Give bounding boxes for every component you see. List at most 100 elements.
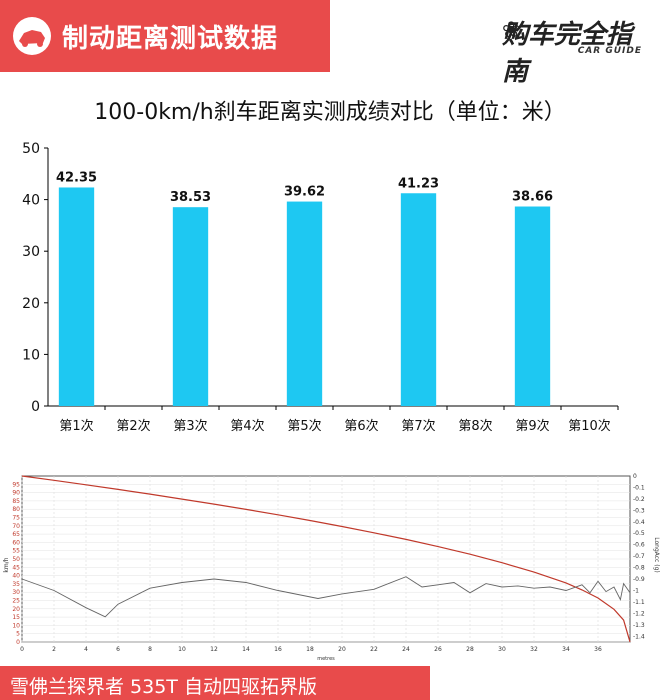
vehicle-name: 雪佛兰探界者 535T 自动四驱拓界版 xyxy=(10,676,317,698)
x-tick-label: 6 xyxy=(116,646,120,653)
y-left-tick-label: 55 xyxy=(12,548,20,555)
y-right-tick-label: -1.2 xyxy=(633,610,645,617)
x-tick-label: 0 xyxy=(20,646,24,653)
x-tick-label: 第10次 xyxy=(568,418,611,434)
y-left-tick-label: 65 xyxy=(12,531,20,538)
y-left-tick-label: 5 xyxy=(16,631,20,638)
y-right-tick-label: -0.5 xyxy=(633,530,645,537)
x-tick-label: 10 xyxy=(178,646,186,653)
y-left-tick-label: 15 xyxy=(12,614,20,621)
bar-chart: 0 10 20 30 40 50 第1次 42.35 第2次 第3次 38.53 第4次 第5次 39.6… xyxy=(0,130,660,450)
y-right-tick-label: -0.8 xyxy=(633,565,645,572)
y-left-tick-label: 85 xyxy=(12,498,20,505)
y-right-tick-label: 0 xyxy=(633,473,637,480)
header: 制动距离测试数据 ❀ 购车完全指南 CAR GUIDE xyxy=(0,0,660,87)
data-label: 39.62 xyxy=(284,185,325,200)
bar xyxy=(172,207,209,406)
y-left-tick-label: 70 xyxy=(12,523,20,530)
bar xyxy=(514,206,551,406)
x-tick-label: 4 xyxy=(84,646,88,653)
brand-name: 购车完全指南 xyxy=(502,20,633,87)
header-banner: 制动距离测试数据 xyxy=(0,0,330,72)
speed-line xyxy=(21,475,631,643)
x-tick-label: 22 xyxy=(370,646,378,653)
chart-title: 100-0km/h刹车距离实测成绩对比（单位：米） xyxy=(94,100,566,125)
car-crash-icon xyxy=(13,17,51,55)
x-tick-label: 24 xyxy=(402,646,410,653)
page-title: 制动距离测试数据 xyxy=(62,24,279,54)
bar xyxy=(286,201,323,406)
y-left-tick-label: 75 xyxy=(12,515,20,522)
footer: 雪佛兰探界者 535T 自动四驱拓界版 xyxy=(0,666,660,700)
x-tick-label: 26 xyxy=(434,646,442,653)
brand-subtitle: CAR GUIDE xyxy=(577,46,642,56)
y-left-tick-label: 40 xyxy=(12,573,20,580)
brand-logo: ❀ 购车完全指南 CAR GUIDE xyxy=(502,14,642,87)
y-left-tick-label: 60 xyxy=(12,539,20,546)
y-right-tick-label: -0.9 xyxy=(633,576,645,583)
y-left-tick-label: 90 xyxy=(12,490,20,497)
x-tick-label: 第9次 xyxy=(515,418,549,434)
y-left-tick-label: 45 xyxy=(12,564,20,571)
y-tick-label: 30 xyxy=(22,244,40,260)
y-right-tick-label: -1.1 xyxy=(633,599,645,606)
y-left-tick-label: 10 xyxy=(12,622,20,629)
acceleration-line xyxy=(21,576,631,618)
x-tick-label: 2 xyxy=(52,646,56,653)
y-right-axis-label: LongAcc (g) xyxy=(653,537,660,573)
data-label: 38.53 xyxy=(170,190,211,205)
data-label: 41.23 xyxy=(398,176,439,191)
x-axis-label: metres xyxy=(317,656,335,662)
x-tick-label: 14 xyxy=(242,646,250,653)
y-left-tick-label: 20 xyxy=(12,606,20,613)
performance-graph-svg: 0 2 4 6 8 10 12 14 16 18 20 22 24 26 28 30 32 34 360510152… xyxy=(3,473,660,662)
x-tick-label: 8 xyxy=(148,646,152,653)
y-tick-label: 50 xyxy=(22,141,40,157)
y-tick-label: 40 xyxy=(22,193,40,209)
y-tick-label: 10 xyxy=(22,347,40,363)
performance-graph: 0 2 4 6 8 10 12 14 16 18 20 22 24 26 28 30 32 34 36 0 5 10 15 2… xyxy=(0,470,660,665)
x-tick-label: 28 xyxy=(466,646,474,653)
y-left-tick-label: 30 xyxy=(12,589,20,596)
y-right-tick-label: -1 xyxy=(633,587,639,594)
x-tick-label: 第6次 xyxy=(344,418,378,434)
x-tick-label: 32 xyxy=(530,646,538,653)
y-left-axis-label: km/h xyxy=(3,557,10,572)
bar-chart-svg: 0 10 20 30 40 50 第1次 42.35 第2次 第3次 38.53 第4次 第5次 39.6… xyxy=(22,141,619,434)
y-right-tick-label: -0.3 xyxy=(633,507,645,514)
y-left-tick-label: 80 xyxy=(12,506,20,513)
y-right-tick-label: -0.4 xyxy=(633,519,645,526)
x-tick-label: 18 xyxy=(306,646,314,653)
x-tick-label: 34 xyxy=(562,646,570,653)
data-label: 42.35 xyxy=(56,170,97,185)
y-right-tick-label: -0.2 xyxy=(633,496,645,503)
y-left-tick-label: 35 xyxy=(12,581,20,588)
bar xyxy=(58,187,95,406)
x-tick-label: 20 xyxy=(338,646,346,653)
y-left-tick-label: 50 xyxy=(12,556,20,563)
y-right-tick-label: -0.7 xyxy=(633,553,645,560)
x-tick-label: 12 xyxy=(210,646,218,653)
y-left-tick-label: 25 xyxy=(12,598,20,605)
brand-mark-icon: ❀ xyxy=(502,18,521,43)
x-tick-label: 第5次 xyxy=(287,418,321,434)
x-tick-label: 36 xyxy=(594,646,602,653)
y-tick-label: 20 xyxy=(22,296,40,312)
x-tick-label: 16 xyxy=(274,646,282,653)
y-right-tick-label: -0.6 xyxy=(633,542,645,549)
y-right-tick-label: -1.3 xyxy=(633,622,645,629)
y-left-tick-label: 95 xyxy=(12,481,20,488)
y-right-tick-label: -1.4 xyxy=(633,633,645,640)
x-tick-label: 第4次 xyxy=(230,418,264,434)
footer-banner: 雪佛兰探界者 535T 自动四驱拓界版 xyxy=(0,666,430,700)
x-tick-label: 第1次 xyxy=(59,418,93,434)
x-tick-label: 第2次 xyxy=(116,418,150,434)
y-right-tick-label: -0.1 xyxy=(633,484,645,491)
x-tick-label: 第8次 xyxy=(458,418,492,434)
x-tick-label: 第7次 xyxy=(401,418,435,434)
y-tick-label: 0 xyxy=(31,399,40,415)
data-label: 38.66 xyxy=(512,190,553,205)
x-tick-label: 第3次 xyxy=(173,418,207,434)
x-tick-label: 30 xyxy=(498,646,506,653)
